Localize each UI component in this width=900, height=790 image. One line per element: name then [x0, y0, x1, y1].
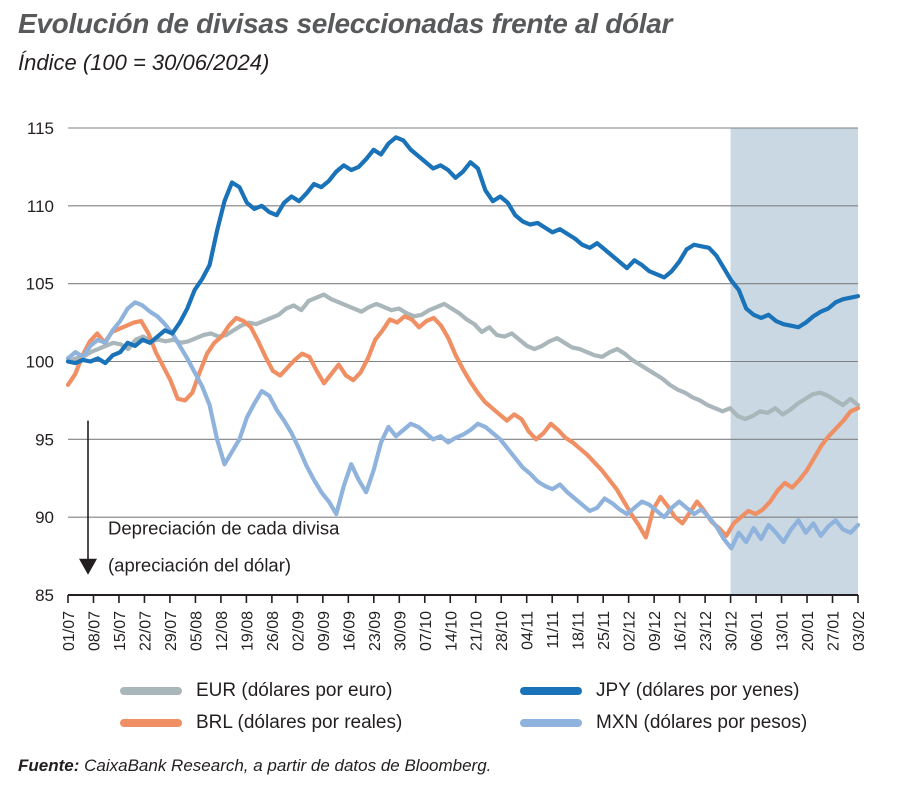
svg-text:09/09: 09/09: [316, 611, 333, 651]
svg-text:16/12: 16/12: [673, 611, 690, 651]
svg-text:23/09: 23/09: [367, 611, 384, 651]
svg-text:02/12: 02/12: [622, 611, 639, 651]
source-label: Fuente:: [18, 756, 80, 775]
legend-label-brl: BRL (dólares por reales): [196, 712, 403, 733]
svg-text:16/09: 16/09: [341, 611, 358, 651]
legend-label-eur: EUR (dólares por euro): [196, 680, 393, 701]
svg-text:06/01: 06/01: [749, 611, 766, 651]
legend-label-jpy: JPY (dólares por yenes): [596, 680, 800, 701]
legend-label-mxn: MXN (dólares por pesos): [596, 712, 808, 733]
svg-text:28/10: 28/10: [494, 611, 511, 651]
svg-text:115: 115: [27, 119, 54, 138]
legend-item-mxn[interactable]: MXN (dólares por pesos): [520, 712, 807, 734]
svg-text:95: 95: [35, 430, 54, 449]
svg-text:18/11: 18/11: [571, 611, 588, 650]
svg-text:08/07: 08/07: [86, 611, 103, 651]
arrow-down-icon: [79, 558, 97, 575]
series-line-jpy: [65, 135, 861, 366]
legend-swatch-jpy: [520, 687, 582, 695]
legend-swatch-mxn: [520, 719, 582, 727]
depreciation-annotation: Depreciación de cada divisa (apreciación …: [79, 420, 340, 576]
series-line-brl: [65, 314, 861, 540]
svg-text:30/09: 30/09: [392, 611, 409, 651]
page-subtitle: Índice (100 = 30/06/2024): [18, 50, 270, 75]
svg-text:04/11: 04/11: [520, 611, 537, 650]
svg-text:Depreciación de cada divisa: Depreciación de cada divisa: [108, 517, 340, 538]
series-line-mxn: [65, 300, 861, 551]
legend-swatch-eur: [120, 687, 182, 695]
svg-text:12/08: 12/08: [214, 611, 231, 651]
legend-item-eur[interactable]: EUR (dólares por euro): [120, 680, 392, 702]
svg-text:100: 100: [26, 353, 54, 372]
svg-text:03/02: 03/02: [851, 611, 868, 651]
svg-text:23/12: 23/12: [698, 611, 715, 651]
svg-text:85: 85: [35, 586, 54, 605]
svg-text:90: 90: [35, 508, 54, 527]
svg-text:14/10: 14/10: [443, 611, 460, 651]
chart-legend: EUR (dólares por euro) BRL (dólares por …: [0, 676, 900, 738]
currency-evolution-chart: 85 90 95 100 105 110 115 Depreciación de cada …: [26, 119, 868, 651]
svg-text:110: 110: [27, 197, 54, 216]
svg-text:(apreciación del dólar): (apreciación del dólar): [108, 555, 291, 576]
legend-item-jpy[interactable]: JPY (dólares por yenes): [520, 680, 799, 702]
svg-text:09/12: 09/12: [647, 611, 664, 651]
svg-text:29/07: 29/07: [163, 611, 180, 651]
svg-text:02/09: 02/09: [290, 611, 307, 651]
series-line-eur: [65, 292, 861, 422]
svg-text:15/07: 15/07: [112, 611, 129, 651]
source-note: Fuente: CaixaBank Research, a partir de …: [18, 756, 491, 776]
svg-text:105: 105: [26, 275, 54, 294]
svg-text:27/01: 27/01: [826, 611, 843, 651]
x-axis: 01/07 08/07 15/07 22/07 29/07 05/08 12/08 19/08…: [61, 594, 868, 651]
y-axis-labels: 85 90 95 100 105 110 115: [26, 119, 54, 605]
svg-text:05/08: 05/08: [188, 611, 205, 651]
svg-text:01/07: 01/07: [61, 611, 78, 651]
svg-text:22/07: 22/07: [137, 611, 154, 651]
svg-text:19/08: 19/08: [239, 611, 256, 651]
source-text: CaixaBank Research, a partir de datos de…: [79, 756, 492, 775]
series-lines: [65, 135, 861, 551]
legend-item-brl[interactable]: BRL (dólares por reales): [120, 712, 402, 734]
svg-text:21/10: 21/10: [469, 611, 486, 651]
svg-text:07/10: 07/10: [418, 611, 435, 651]
svg-text:25/11: 25/11: [596, 611, 613, 650]
page-title: Evolución de divisas seleccionadas frent…: [18, 8, 673, 39]
svg-text:13/01: 13/01: [775, 611, 792, 651]
legend-swatch-brl: [120, 719, 182, 727]
svg-text:26/08: 26/08: [265, 611, 282, 651]
svg-text:30/12: 30/12: [724, 611, 741, 651]
svg-text:11/11: 11/11: [545, 611, 562, 649]
svg-text:20/01: 20/01: [800, 611, 817, 651]
